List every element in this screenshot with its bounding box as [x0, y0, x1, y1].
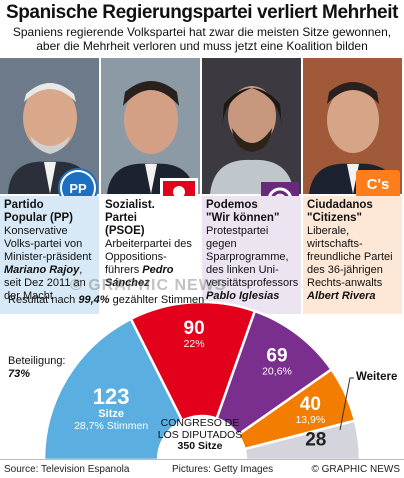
party-name-line: "Wir können": [206, 212, 280, 224]
slice-psoe: [129, 300, 257, 423]
others-label: Weitere: [354, 371, 400, 384]
party-description: Liberale, wirtschafts-freundliche Partei…: [307, 225, 393, 302]
seat-count-label: 123: [93, 384, 130, 409]
watermark: © GRAPHIC NEWS: [70, 277, 227, 294]
vote-percent-label: 20,6%: [262, 366, 292, 378]
cs-logo: C's: [356, 170, 400, 198]
copyright: © GRAPHIC NEWS: [311, 464, 401, 475]
vote-percent-label: 22%: [184, 338, 205, 350]
seat-count-label: 69: [266, 346, 287, 367]
party-name-line: Sozialist.: [105, 199, 155, 211]
party-name-line: (PSOE): [105, 225, 145, 237]
party-name-line: "Citizens": [307, 212, 362, 224]
party-block-psoe: Sozialist. Partei (PSOE) Arbeiterpartei …: [101, 196, 200, 314]
footer: Source: Television Espanola Pictures: Ge…: [0, 459, 404, 478]
party-description: Protestpartei gegen Sparprogramme, des l…: [206, 225, 299, 302]
slice-weitere: [243, 419, 362, 460]
party-block-pp: Partido Popular (PP) Konservative Volks-…: [0, 196, 99, 314]
vote-percent-label: 13,9%: [295, 414, 325, 426]
party-leader: Pedro Sánchez: [105, 264, 174, 289]
vote-percent-label: 28,7% Stimmen: [74, 420, 148, 432]
party-name-line: Popular (PP): [4, 212, 74, 224]
seat-count-label: 28: [305, 430, 326, 451]
seat-unit-label: Sitze: [98, 408, 124, 420]
slice-podemos: [215, 309, 334, 437]
subtitle-line-2: aber die Mehrheit verloren und muss jetz…: [36, 39, 368, 53]
seat-count-label: 40: [300, 394, 321, 415]
party-block-podemos: Podemos "Wir können" Protestpartei gegen…: [202, 196, 301, 314]
party-name-line: Partei: [105, 212, 137, 224]
party-name-line: Podemos: [206, 199, 258, 211]
page-title: Spanische Regierungspartei verliert Mehr…: [5, 2, 399, 23]
photo-pedro-sanchez: [101, 58, 200, 194]
photo-mariano-rajoy: [0, 58, 99, 194]
chamber-label: CONGRESO DE LOS DIPUTADOS 350 Sitze: [157, 417, 243, 452]
photo-pablo-iglesias: [202, 58, 301, 194]
source-credit: Source: Television Espanola: [4, 464, 130, 475]
party-leader: Pablo Iglesias: [206, 290, 280, 302]
subtitle-line-1: Spaniens regierende Volkspartei hat zwar…: [12, 25, 392, 39]
turnout-note: Beteiligung: 73%: [8, 355, 66, 380]
picture-credit: Pictures: Getty Images: [172, 464, 274, 475]
party-name-line: Partido: [4, 199, 44, 211]
party-block-ciudadanos: Ciudadanos "Citizens" Liberale, wirtscha…: [303, 196, 402, 314]
party-description: Arbeiterpartei des Oppositions-führers P…: [105, 238, 192, 289]
party-name-line: Ciudadanos: [307, 199, 373, 211]
party-leader: Mariano Rajoy: [4, 264, 80, 276]
result-note: Resultat nach 99,4% gezählter Stimmen: [8, 294, 205, 306]
party-description: Konservative Volks-partei von Minister-p…: [4, 225, 92, 302]
party-leader: Albert Rivera: [307, 290, 376, 302]
seat-count-label: 90: [184, 318, 205, 339]
total-seats-label: 350 Sitze: [177, 440, 223, 452]
